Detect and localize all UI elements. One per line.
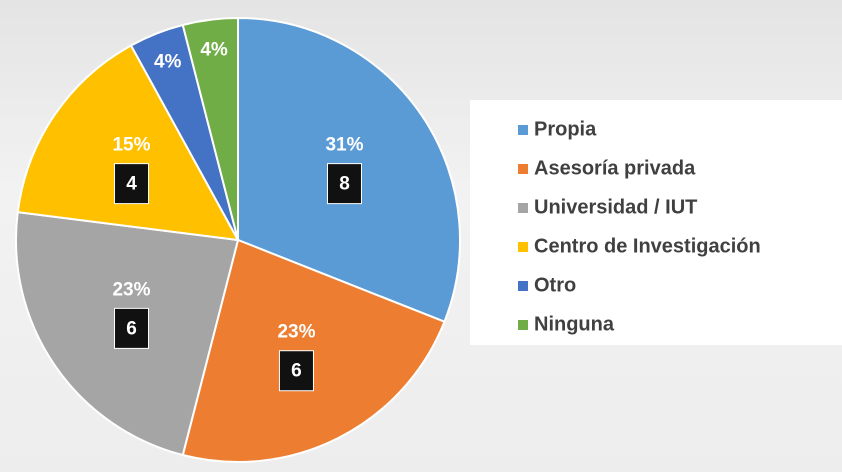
pie-slice: [16, 44, 240, 242]
pie-slice: [181, 16, 239, 241]
legend-box: [470, 100, 842, 345]
data-label: 4%: [154, 52, 182, 73]
legend-label: Centro de Investigación: [534, 235, 761, 257]
count-label: 4: [126, 174, 137, 195]
legend-label: Ninguna: [534, 313, 615, 335]
count-label: 6: [126, 318, 137, 339]
legend-label: Asesoría privada: [534, 157, 696, 179]
legend-swatch: [518, 242, 528, 252]
count-label: 6: [291, 361, 302, 382]
legend-swatch: [518, 281, 528, 291]
data-label: 4%: [200, 40, 228, 61]
count-box: [114, 307, 150, 349]
count-box: [114, 163, 150, 205]
data-label: 23%: [277, 322, 315, 343]
legend-label: Propia: [534, 118, 597, 140]
legend-label: Universidad / IUT: [534, 196, 697, 218]
count-box: [326, 163, 362, 205]
legend-label: Otro: [534, 274, 576, 296]
legend-swatch: [518, 125, 528, 135]
legend-swatch: [518, 164, 528, 174]
data-label: 15%: [112, 135, 150, 156]
legend-swatch: [518, 320, 528, 330]
data-label: 31%: [325, 135, 363, 156]
legend-swatch: [518, 203, 528, 213]
data-label: 23%: [112, 279, 150, 300]
count-label: 8: [339, 174, 350, 195]
count-box: [278, 350, 314, 392]
